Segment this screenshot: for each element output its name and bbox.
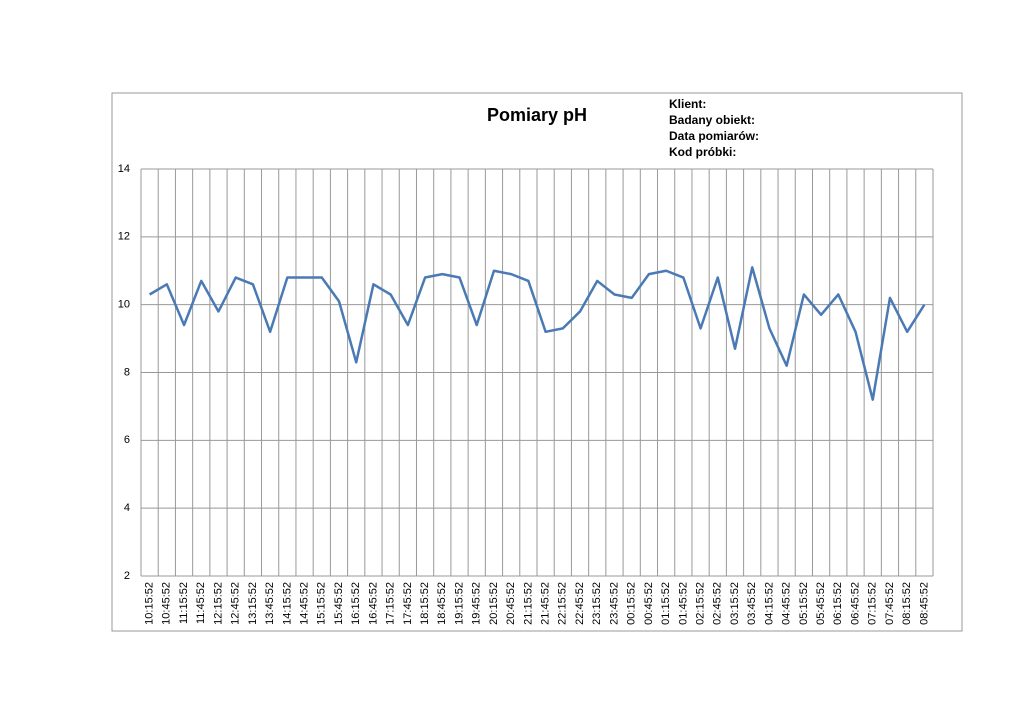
- x-tick-label: 03:45:52: [746, 582, 758, 625]
- x-tick-label: 10:15:52: [144, 582, 156, 625]
- x-tick-label: 18:45:52: [436, 582, 448, 625]
- x-tick-label: 00:45:52: [643, 582, 655, 625]
- y-tick-label: 10: [118, 299, 130, 311]
- x-tick-label: 22:45:52: [574, 582, 586, 625]
- x-tick-label: 12:15:52: [212, 582, 224, 625]
- x-tick-label: 11:15:52: [178, 582, 190, 624]
- x-tick-label: 21:45:52: [540, 582, 552, 625]
- y-tick-label: 4: [124, 502, 130, 514]
- x-tick-label: 14:15:52: [281, 582, 293, 625]
- x-tick-label: 21:15:52: [522, 582, 534, 625]
- info-label: Kod próbki:: [669, 145, 736, 159]
- x-tick-label: 23:45:52: [608, 582, 620, 625]
- x-tick-label: 07:45:52: [884, 582, 896, 625]
- x-tick-label: 02:15:52: [694, 582, 706, 625]
- x-tick-label: 18:15:52: [419, 582, 431, 625]
- info-label: Data pomiarów:: [669, 129, 759, 143]
- x-tick-label: 15:15:52: [316, 582, 328, 625]
- x-tick-label: 13:15:52: [247, 582, 259, 625]
- x-tick-label: 12:45:52: [230, 582, 242, 625]
- x-tick-label: 14:45:52: [298, 582, 310, 625]
- info-label: Klient:: [669, 97, 706, 111]
- x-tick-label: 16:45:52: [367, 582, 379, 625]
- x-tick-label: 23:15:52: [591, 582, 603, 625]
- y-tick-label: 12: [118, 231, 130, 243]
- x-tick-label: 19:45:52: [471, 582, 483, 625]
- x-tick-label: 19:15:52: [453, 582, 465, 625]
- x-tick-label: 20:45:52: [505, 582, 517, 625]
- x-tick-label: 06:45:52: [849, 582, 861, 625]
- x-tick-label: 04:45:52: [781, 582, 793, 625]
- x-tick-label: 02:45:52: [712, 582, 724, 625]
- x-tick-label: 20:15:52: [488, 582, 500, 625]
- y-tick-label: 14: [118, 163, 130, 175]
- x-tick-label: 07:15:52: [867, 582, 879, 625]
- x-tick-label: 08:45:52: [918, 582, 930, 625]
- chart-title: Pomiary pH: [487, 105, 587, 125]
- x-tick-label: 16:15:52: [350, 582, 362, 625]
- x-tick-label: 11:45:52: [195, 582, 207, 624]
- data-line: [148, 266, 926, 401]
- x-tick-label: 01:45:52: [677, 582, 689, 625]
- x-tick-label: 17:15:52: [385, 582, 397, 625]
- y-tick-label: 8: [124, 366, 130, 378]
- y-tick-label: 2: [124, 570, 130, 582]
- x-tick-label: 15:45:52: [333, 582, 345, 625]
- y-tick-label: 6: [124, 434, 130, 446]
- info-label: Badany obiekt:: [669, 113, 755, 127]
- x-tick-label: 01:15:52: [660, 582, 672, 625]
- x-tick-label: 00:15:52: [626, 582, 638, 625]
- x-tick-label: 05:15:52: [798, 582, 810, 625]
- x-tick-label: 10:45:52: [161, 582, 173, 625]
- x-tick-label: 13:45:52: [264, 582, 276, 625]
- x-tick-label: 22:15:52: [557, 582, 569, 625]
- x-tick-label: 05:45:52: [815, 582, 827, 625]
- x-tick-label: 06:15:52: [832, 582, 844, 625]
- x-tick-label: 17:45:52: [402, 582, 414, 625]
- x-tick-label: 03:15:52: [729, 582, 741, 625]
- x-tick-label: 08:15:52: [901, 582, 913, 625]
- x-tick-label: 04:15:52: [763, 582, 775, 625]
